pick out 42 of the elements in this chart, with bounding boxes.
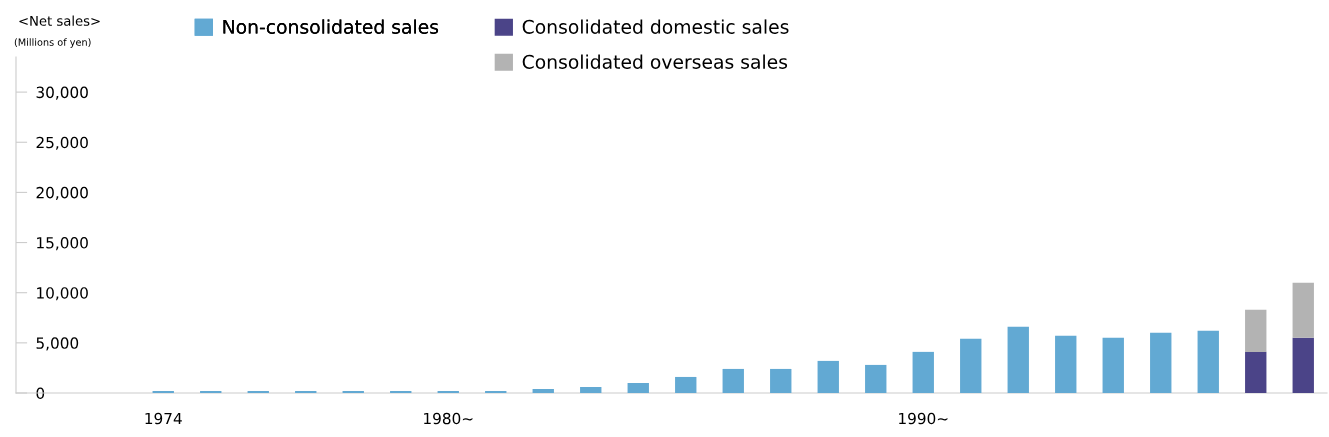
bar	[532, 388, 554, 393]
y-tick-label: 15,000	[37, 237, 88, 251]
bar	[1055, 335, 1077, 393]
bar	[1197, 330, 1219, 393]
x-tick-label: 1980~	[424, 412, 473, 425]
bar	[627, 382, 649, 393]
bar	[247, 390, 269, 393]
bar	[437, 390, 459, 393]
legend-label: Non-consolidated sales	[223, 19, 439, 34]
y-tick-label: 30,000	[36, 86, 88, 100]
bar	[295, 390, 317, 393]
bar	[485, 390, 507, 393]
y-tick-label: 0	[36, 387, 45, 400]
bar	[817, 360, 839, 393]
x-tick-label: 1990~	[899, 412, 948, 425]
y-tick-label: 20,000	[36, 186, 88, 200]
x-tick-label: 1974	[145, 412, 182, 425]
bar	[675, 376, 697, 393]
bar	[1007, 326, 1029, 393]
bar	[912, 351, 934, 393]
y-tick-label: 5,000	[36, 337, 79, 351]
y-tick-label: 10,000	[37, 287, 88, 301]
bar	[722, 368, 744, 393]
bar	[1245, 309, 1267, 352]
y-tick-label: 25,000	[36, 136, 88, 150]
bar	[1245, 351, 1267, 393]
bar	[960, 338, 982, 393]
bar	[342, 390, 364, 393]
bar	[1102, 337, 1124, 393]
bar	[580, 386, 602, 393]
bar	[770, 368, 792, 393]
bar	[1292, 282, 1314, 338]
bar	[152, 390, 174, 393]
bar	[200, 390, 222, 393]
bar	[1292, 337, 1314, 393]
bar	[1150, 332, 1172, 393]
legend-label: Consolidated domestic sales	[522, 19, 789, 34]
bar	[865, 364, 887, 393]
text: (Millions of yen)	[14, 38, 91, 48]
y-axis-title: <Net sales>	[19, 15, 100, 26]
legend-label: Consolidated overseas sales	[522, 54, 788, 69]
bar	[390, 390, 412, 393]
